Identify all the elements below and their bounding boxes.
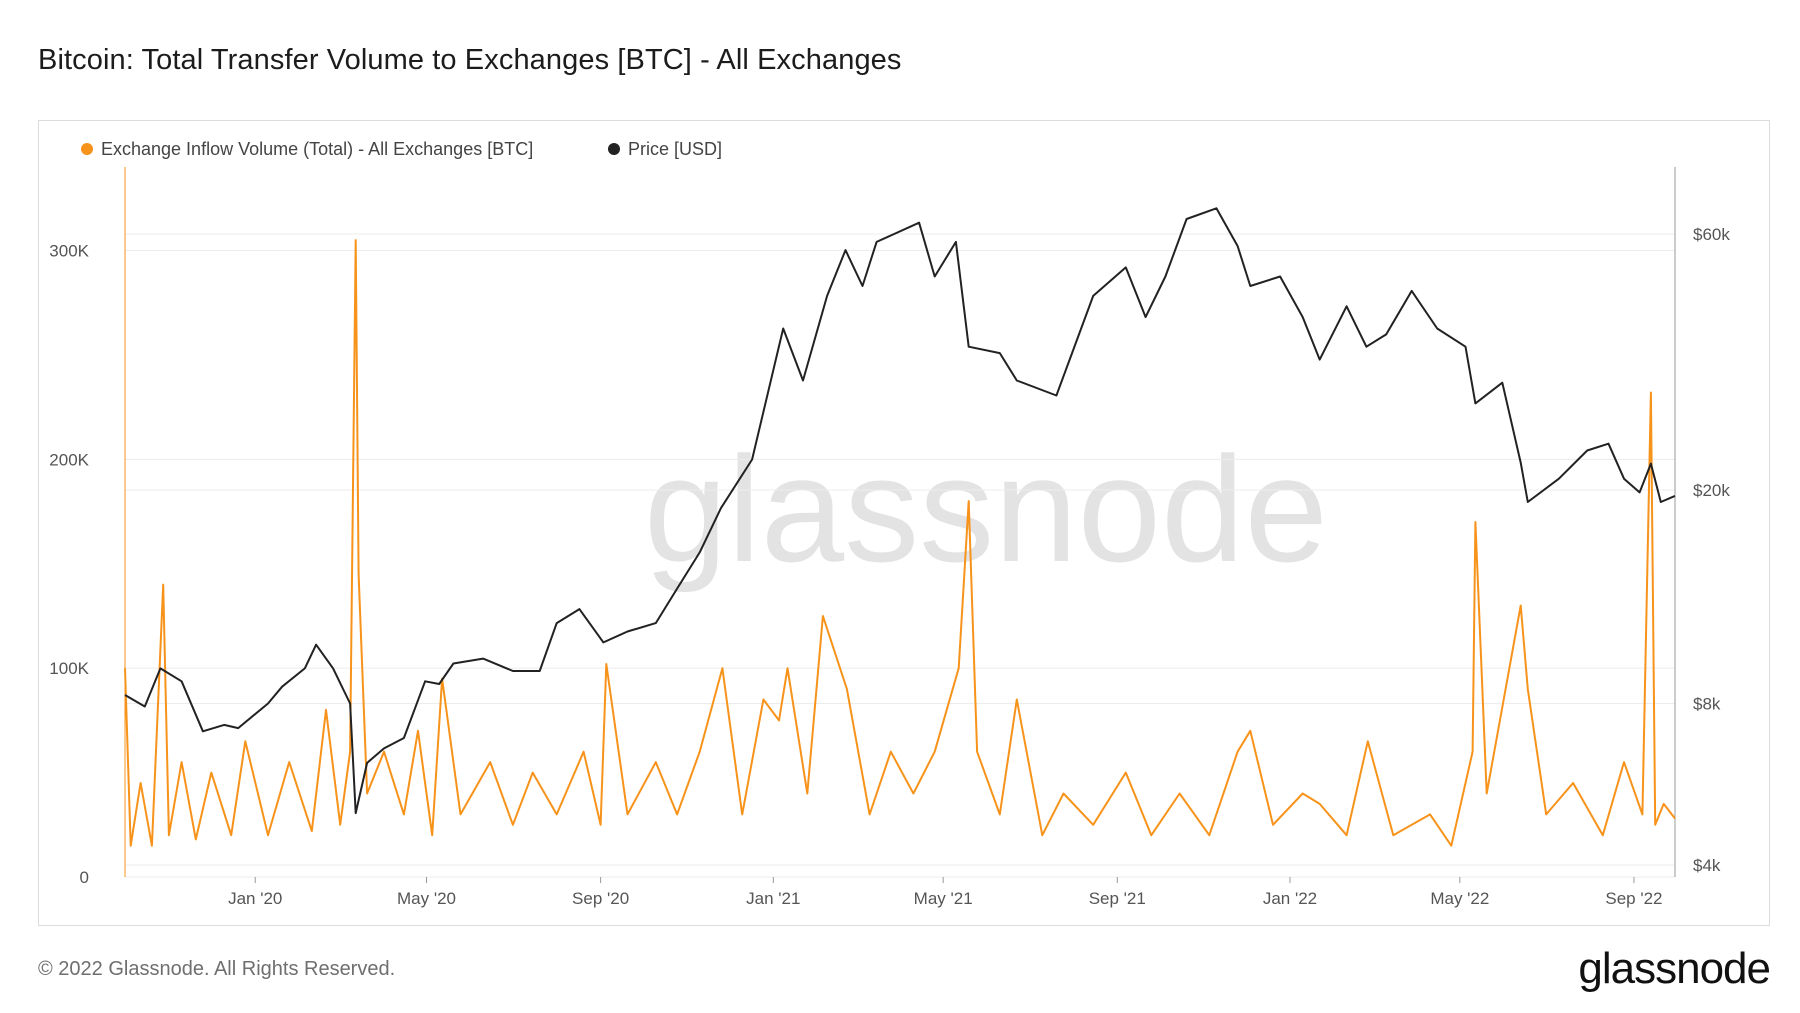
x-tick-label: May '20 xyxy=(397,889,456,908)
chart-frame: glassnode Exchange Inflow Volume (Total)… xyxy=(38,120,1770,926)
y-axis-right: $4k $8k $20k $60k xyxy=(1693,225,1730,875)
y-tick-label-left: 100K xyxy=(49,659,89,678)
x-tick-label: Sep '22 xyxy=(1605,889,1662,908)
series-line-inflow xyxy=(124,239,1676,847)
grid-lines xyxy=(125,233,1675,878)
y-axis-left: 0 100K 200K 300K xyxy=(49,242,89,887)
x-tick-label: Sep '21 xyxy=(1089,889,1146,908)
y-tick-label-right: $8k xyxy=(1693,695,1721,714)
y-tick-label-right: $4k xyxy=(1693,856,1721,875)
x-tick-label: Jan '20 xyxy=(228,889,282,908)
legend-label-inflow[interactable]: Exchange Inflow Volume (Total) - All Exc… xyxy=(101,139,533,159)
y-tick-label-right: $20k xyxy=(1693,481,1730,500)
x-tick-label: May '21 xyxy=(914,889,973,908)
x-tick-label: Jan '21 xyxy=(746,889,800,908)
chart-svg: glassnode Exchange Inflow Volume (Total)… xyxy=(49,139,1730,908)
copyright-footer: © 2022 Glassnode. All Rights Reserved. xyxy=(38,958,396,980)
page-title: Bitcoin: Total Transfer Volume to Exchan… xyxy=(38,44,902,76)
legend-dot-price xyxy=(608,143,620,155)
series-line-price xyxy=(124,207,1676,815)
x-axis: Jan '20 May '20 Sep '20 Jan '21 May '21 Sep '… xyxy=(228,877,1663,908)
legend-label-price[interactable]: Price [USD] xyxy=(628,139,722,159)
x-tick-label: Sep '20 xyxy=(572,889,629,908)
legend[interactable]: Exchange Inflow Volume (Total) - All Exc… xyxy=(81,139,722,159)
y-tick-label-left: 200K xyxy=(49,450,89,469)
y-tick-label-left: 300K xyxy=(49,242,89,261)
glassnode-logo[interactable]: glassnode xyxy=(1578,944,1771,993)
legend-dot-inflow xyxy=(81,143,93,155)
x-tick-label: May '22 xyxy=(1430,889,1489,908)
y-tick-label-right: $60k xyxy=(1693,225,1730,244)
x-tick-label: Jan '22 xyxy=(1263,889,1317,908)
watermark: glassnode xyxy=(644,425,1328,593)
y-tick-label-left: 0 xyxy=(80,868,89,887)
